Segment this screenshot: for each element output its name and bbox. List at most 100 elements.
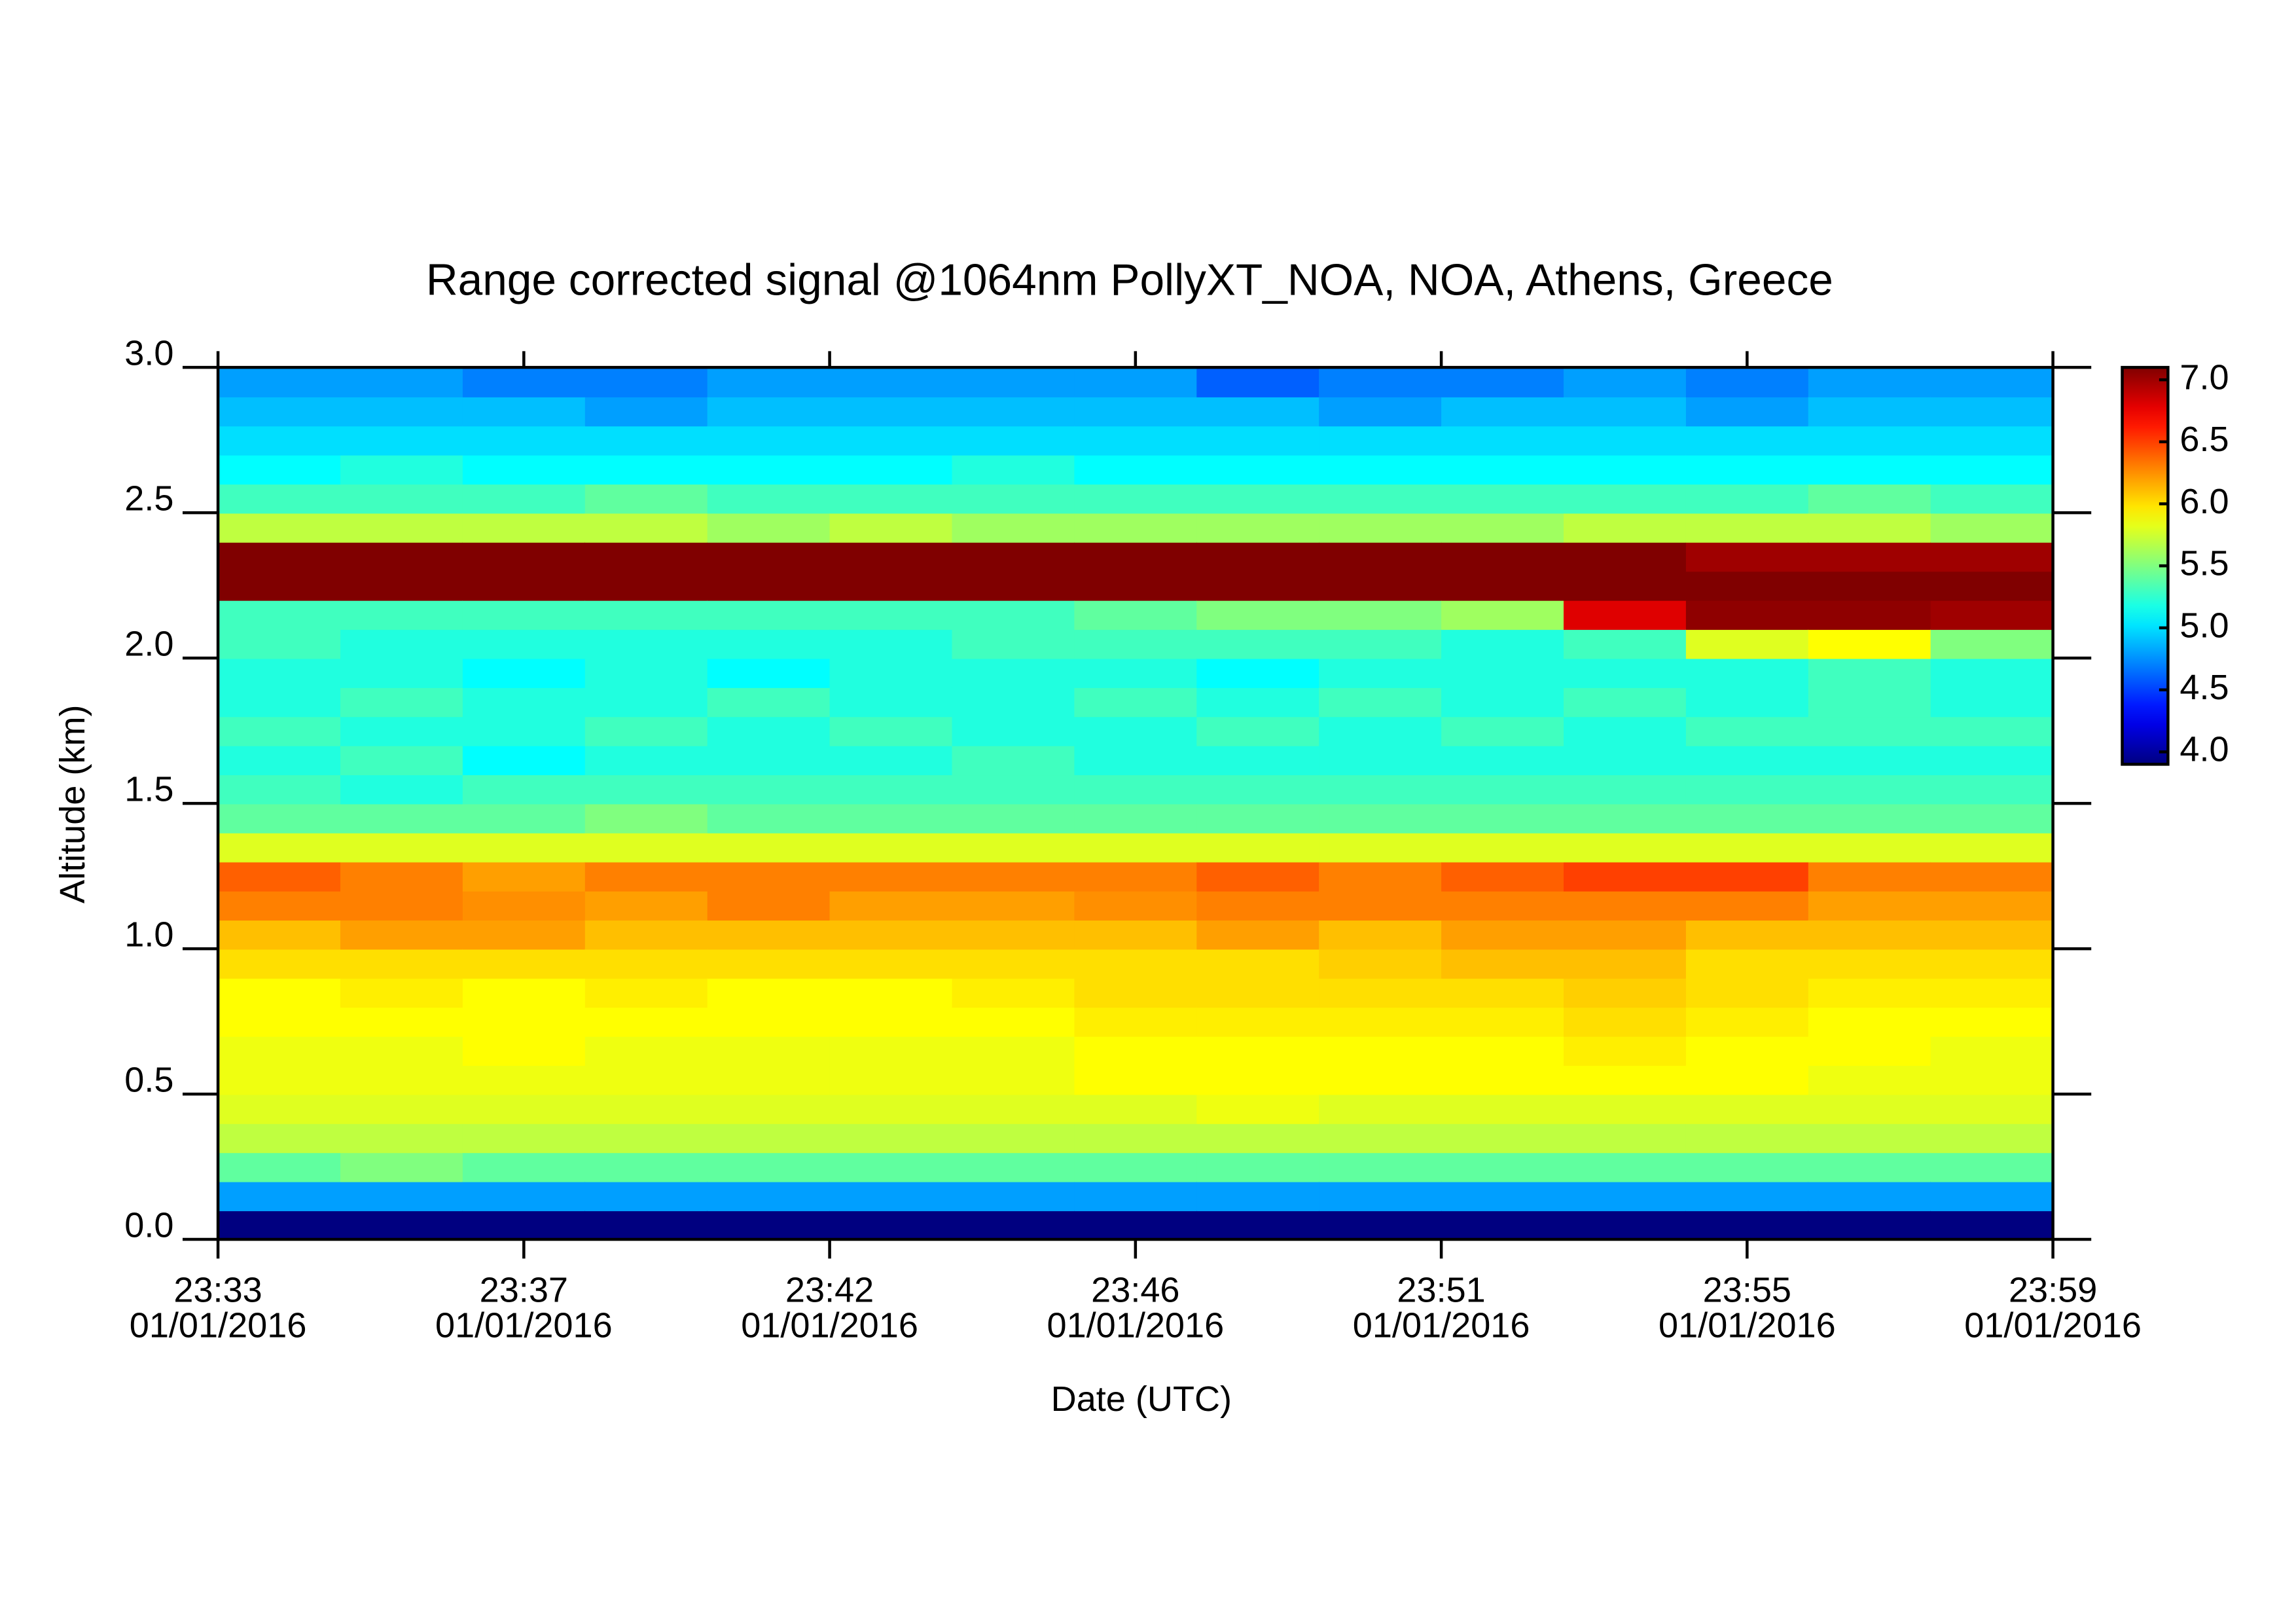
heatmap-cell <box>1685 1210 1810 1241</box>
heatmap-cell <box>1563 1036 1687 1067</box>
heatmap-cell <box>1319 396 1443 427</box>
colorbar-tick-label: 4.5 <box>2179 668 2229 707</box>
heatmap-cell <box>462 949 586 979</box>
x-axis-label: Date (UTC) <box>1051 1379 1232 1419</box>
heatmap-cell <box>218 396 342 427</box>
x-tick-label: 01/01/2016 <box>1964 1306 2142 1345</box>
heatmap-cell <box>218 1065 342 1095</box>
heatmap-cell <box>584 513 709 543</box>
heatmap-cell <box>952 1152 1075 1182</box>
heatmap-cell <box>1930 600 2054 630</box>
y-axis-label: Altitude (km) <box>53 704 92 903</box>
heatmap-cell <box>1074 977 1198 1008</box>
heatmap-cell <box>1196 483 1320 514</box>
heatmap-cell <box>218 1036 342 1067</box>
heatmap-cell <box>1930 1152 2054 1182</box>
heatmap-cell <box>340 1210 464 1241</box>
y-tick-label: 0.5 <box>124 1060 173 1099</box>
heatmap-cell <box>1074 513 1198 543</box>
heatmap-cell <box>462 745 586 776</box>
heatmap-cell <box>1685 803 1810 833</box>
heatmap-cell <box>829 1181 953 1212</box>
heatmap-cell <box>707 600 831 630</box>
y-tick-label: 2.0 <box>124 624 173 663</box>
heatmap-cell <box>1074 1036 1198 1067</box>
heatmap-cell <box>707 454 831 485</box>
heatmap-cell <box>584 541 709 572</box>
heatmap-cell <box>1319 658 1443 688</box>
heatmap-cell <box>584 1036 709 1067</box>
heatmap-cell <box>584 1065 709 1095</box>
heatmap-cell <box>584 1123 709 1154</box>
colorbar-tick-label: 6.0 <box>2179 482 2229 521</box>
heatmap-cell <box>462 1181 586 1212</box>
heatmap-cell <box>829 832 953 863</box>
heatmap-cell <box>1441 716 1565 746</box>
heatmap-cell <box>1808 1036 1932 1067</box>
heatmap-cell <box>1685 919 1810 950</box>
x-tick-label: 01/01/2016 <box>1659 1306 1836 1345</box>
heatmap-cell <box>1319 629 1443 659</box>
heatmap-cell <box>1930 541 2054 572</box>
y-tick-label: 0.0 <box>124 1205 173 1245</box>
heatmap-cell <box>1441 919 1565 950</box>
heatmap-cell <box>1685 425 1810 456</box>
heatmap-cell <box>218 541 342 572</box>
heatmap-cell <box>1441 570 1565 601</box>
heatmap-cell <box>462 1065 586 1095</box>
heatmap-cell <box>584 1210 709 1241</box>
heatmap-cell <box>340 1094 464 1124</box>
colorbar-tick-label: 4.0 <box>2179 730 2229 769</box>
heatmap-cell <box>829 1094 953 1124</box>
heatmap-cell <box>1196 919 1320 950</box>
heatmap-cell <box>1319 861 1443 892</box>
heatmap-cell <box>1319 803 1443 833</box>
heatmap-cell <box>218 658 342 688</box>
heatmap-cell <box>1563 919 1687 950</box>
heatmap-cell <box>218 570 342 601</box>
heatmap-cell <box>1441 1123 1565 1154</box>
heatmap-cell <box>1685 396 1810 427</box>
heatmap-cell <box>1930 1065 2054 1095</box>
heatmap-cell <box>1685 629 1810 659</box>
heatmap-cell <box>1196 1152 1320 1182</box>
heatmap-cell <box>1319 600 1443 630</box>
heatmap-cell <box>462 832 586 863</box>
y-tick-label: 2.5 <box>124 479 173 518</box>
heatmap-cell <box>1808 483 1932 514</box>
heatmap-cell <box>1563 687 1687 718</box>
heatmap-cell <box>1563 890 1687 921</box>
heatmap-cell <box>952 658 1075 688</box>
heatmap-cell <box>1319 1123 1443 1154</box>
heatmap-cell <box>952 1065 1075 1095</box>
heatmap-cell <box>1196 367 1320 397</box>
heatmap-cell <box>1563 629 1687 659</box>
heatmap-cell <box>1563 1094 1687 1124</box>
heatmap-cell <box>340 977 464 1008</box>
heatmap-cell <box>1808 890 1932 921</box>
heatmap-cell <box>829 774 953 805</box>
heatmap-cell <box>1685 832 1810 863</box>
heatmap-cell <box>1808 1181 1932 1212</box>
heatmap-cell <box>707 1210 831 1241</box>
heatmap-cell <box>952 832 1075 863</box>
heatmap-cell <box>1441 425 1565 456</box>
heatmap-cell <box>218 1094 342 1124</box>
heatmap-cell <box>707 949 831 979</box>
heatmap-cell <box>584 425 709 456</box>
heatmap-cell <box>829 570 953 601</box>
heatmap-cell <box>952 745 1075 776</box>
heatmap-cell <box>829 949 953 979</box>
heatmap-cell <box>1074 949 1198 979</box>
heatmap-cell <box>1808 1065 1932 1095</box>
heatmap-cell <box>584 1006 709 1037</box>
heatmap-cell <box>1808 687 1932 718</box>
heatmap-cell <box>952 629 1075 659</box>
heatmap-cell <box>707 396 831 427</box>
heatmap-cell <box>218 425 342 456</box>
heatmap-cell <box>829 1152 953 1182</box>
heatmap-cell <box>340 600 464 630</box>
heatmap-cell <box>1196 861 1320 892</box>
heatmap-cell <box>1808 1094 1932 1124</box>
heatmap-cell <box>1808 949 1932 979</box>
